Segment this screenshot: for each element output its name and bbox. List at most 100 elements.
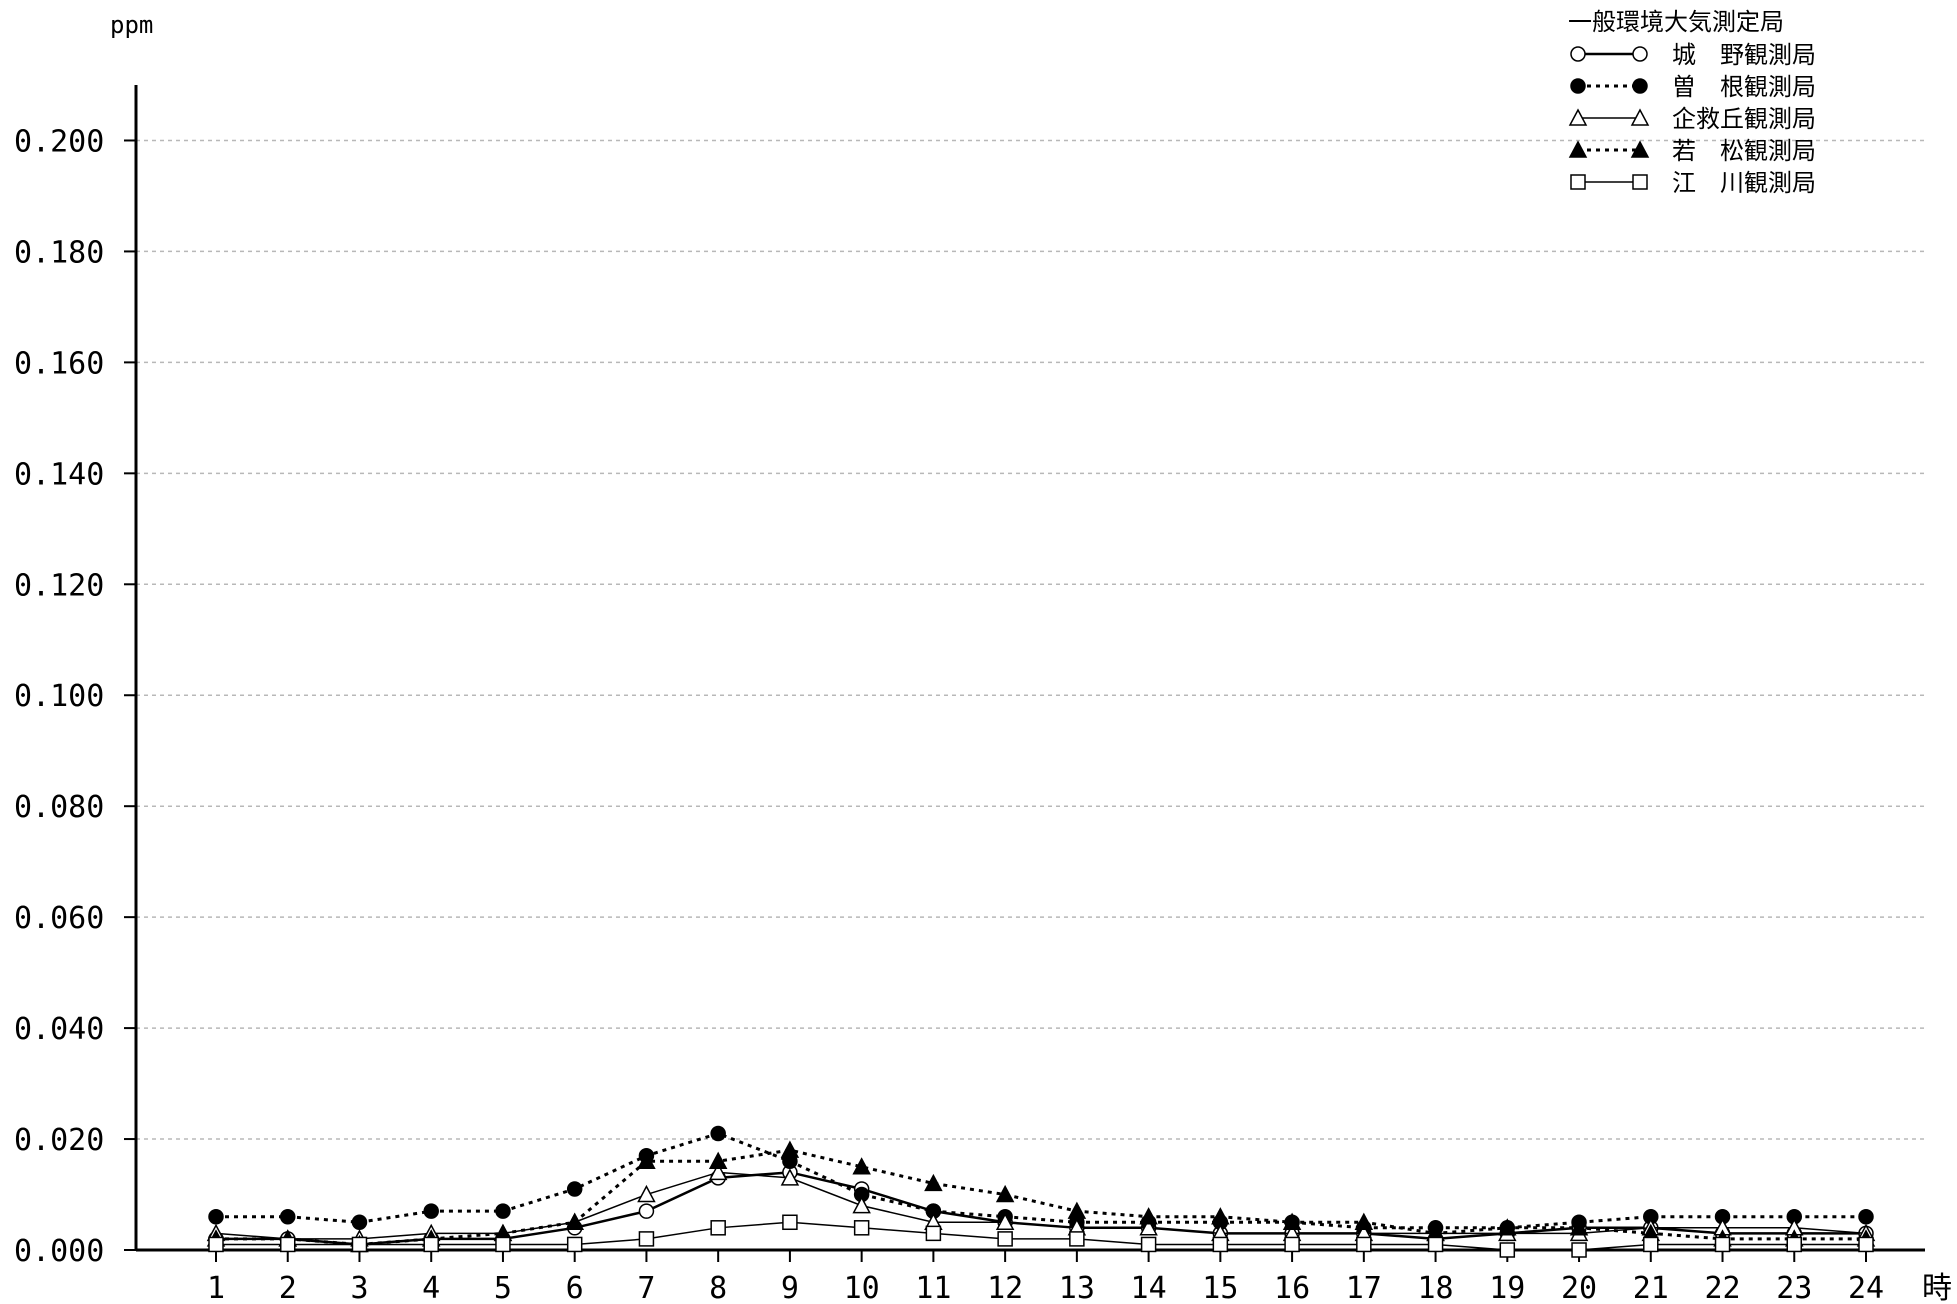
x-tick-label: 1 (207, 1271, 225, 1304)
data-point (782, 1214, 798, 1231)
data-point (1356, 1236, 1372, 1253)
data-point (780, 1168, 800, 1186)
y-tick-label: 0.020 (14, 1123, 104, 1158)
y-tick-label: 0.140 (14, 457, 104, 492)
legend-item: 若 松観測局 (1568, 137, 1816, 165)
legend-marker (1570, 174, 1586, 190)
x-tick-label: 19 (1489, 1271, 1525, 1304)
y-tick-labels: 0.000 0.020 0.040 0.060 0.080 0.100 0.120 0.140… (14, 124, 136, 1269)
data-point (1714, 1236, 1731, 1253)
x-tick-label: 9 (781, 1271, 799, 1304)
data-point (1499, 1242, 1516, 1258)
data-point (995, 1184, 1015, 1203)
data-point (997, 1231, 1013, 1247)
legend-label: 曽 根観測局 (1672, 73, 1816, 101)
data-point (1069, 1231, 1085, 1247)
legend-label: 若 松観測局 (1672, 137, 1816, 165)
data-point (852, 1157, 871, 1175)
data-point (566, 1236, 583, 1253)
y-tick-label: 0.200 (14, 124, 104, 159)
legend-marker (1632, 78, 1648, 94)
data-point (1067, 1201, 1087, 1219)
series-line (216, 1221, 1866, 1251)
x-tick-label: 23 (1776, 1271, 1812, 1304)
data-point (351, 1236, 368, 1253)
data-point (423, 1236, 439, 1253)
legend-title: 一般環境大気測定局 (1568, 8, 1784, 36)
data-point (925, 1225, 942, 1242)
data-point (1139, 1218, 1158, 1236)
legend-item: 企救丘観測局 (1568, 105, 1816, 133)
data-point (637, 1184, 656, 1203)
data-point (423, 1203, 439, 1219)
legend-marker (1568, 108, 1588, 126)
legend-marker (1632, 174, 1648, 190)
data-point (351, 1214, 368, 1231)
legend-marker (1630, 108, 1650, 126)
x-tick-label: 10 (844, 1271, 880, 1304)
data-point (638, 1203, 655, 1219)
legend-label: 江 川観測局 (1672, 169, 1816, 197)
x-tick-label: 11 (915, 1271, 951, 1304)
data-point (1858, 1236, 1874, 1253)
x-tick-label: 15 (1202, 1271, 1238, 1304)
x-tick-label: 12 (987, 1271, 1023, 1304)
legend-label: 企救丘観測局 (1672, 105, 1816, 133)
legend-label: 城 野観測局 (1672, 41, 1816, 69)
data-point (1354, 1212, 1374, 1231)
legend-marker (1570, 46, 1586, 62)
x-tick-label: 7 (637, 1271, 655, 1304)
data-point (1211, 1207, 1230, 1225)
legend-item: 曽 根観測局 (1570, 73, 1816, 101)
y-tick-label: 0.080 (14, 790, 104, 825)
y-tick-label: 0.100 (14, 679, 104, 714)
x-tick-label: 17 (1346, 1271, 1382, 1304)
legend-marker (1568, 140, 1588, 158)
x-tick-labels: 1 2 3 4 5 6 7 8 9 10 11 12 13 14 15 16 17 18 19 20 21 22 23 24 (207, 1250, 1884, 1304)
x-tick-label: 4 (422, 1271, 440, 1304)
y-axis-label: ppm (110, 11, 153, 39)
x-tick-label: 24 (1848, 1271, 1884, 1304)
series-line (216, 1148, 1866, 1246)
data-point (1284, 1236, 1300, 1253)
data-point (1858, 1208, 1874, 1225)
data-point (708, 1162, 728, 1181)
y-tick-label: 0.180 (14, 235, 104, 270)
x-axis-label: 時 (1922, 1271, 1952, 1304)
series-5 (208, 1214, 1874, 1258)
series-line (215, 1171, 1867, 1240)
x-tick-label: 6 (566, 1271, 584, 1304)
x-tick-label: 3 (350, 1271, 368, 1304)
data-point (208, 1208, 224, 1225)
data-point (638, 1231, 655, 1247)
data-point (708, 1151, 728, 1169)
legend-marker (1630, 140, 1650, 158)
series-2 (208, 1125, 1874, 1236)
data-point (780, 1140, 800, 1158)
x-tick-label: 14 (1131, 1271, 1167, 1304)
data-point (1140, 1236, 1157, 1253)
legend-marker (1570, 78, 1586, 94)
series-line (216, 1131, 1866, 1230)
data-point (566, 1181, 583, 1197)
x-tick-label: 18 (1418, 1271, 1454, 1304)
series-3 (206, 1162, 1876, 1247)
data-point (1786, 1236, 1803, 1253)
data-point (1139, 1207, 1158, 1225)
data-point (995, 1212, 1015, 1231)
data-point (1282, 1212, 1302, 1231)
legend-item: 江 川観測局 (1570, 169, 1816, 197)
x-tick-label: 5 (494, 1271, 512, 1304)
y-tick-label: 0.160 (14, 346, 104, 381)
x-tick-label: 2 (279, 1271, 297, 1304)
axes (134, 85, 1925, 1252)
x-tick-label: 13 (1059, 1271, 1095, 1304)
data-point (853, 1220, 870, 1236)
legend-item: 城 野観測局 (1570, 41, 1816, 69)
data-point (852, 1196, 871, 1214)
data-point (1643, 1236, 1659, 1253)
data-point (924, 1173, 943, 1192)
x-tick-label: 20 (1561, 1271, 1597, 1304)
